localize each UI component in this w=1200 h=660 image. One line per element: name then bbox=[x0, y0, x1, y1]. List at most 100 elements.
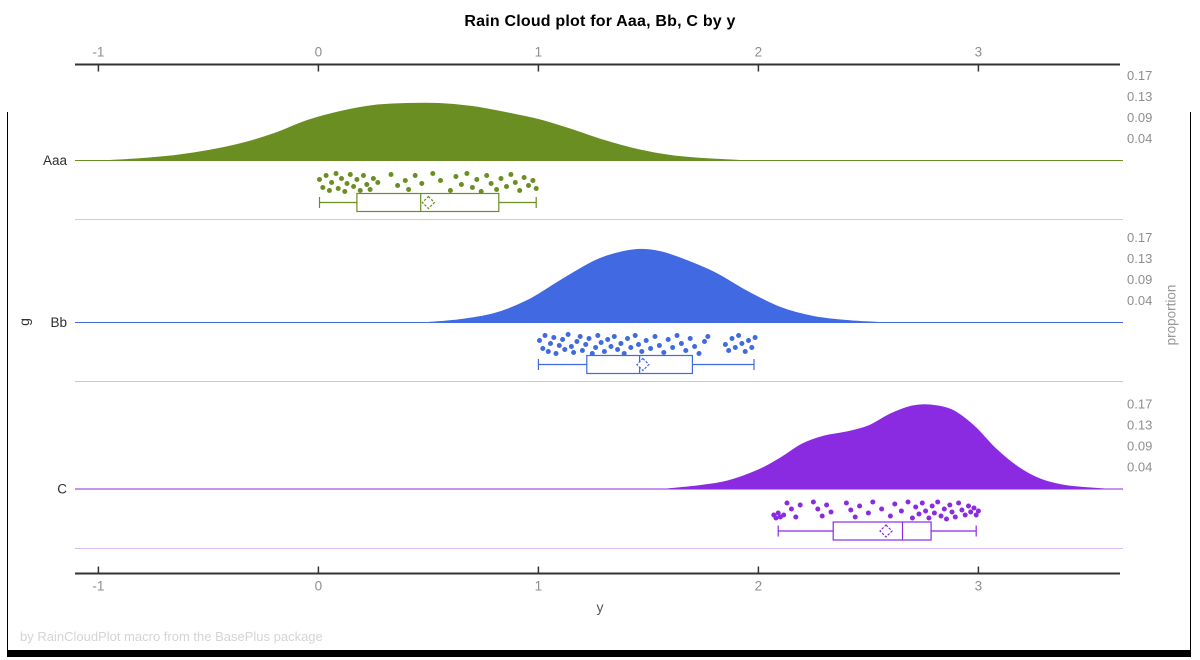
rain-point bbox=[395, 183, 401, 188]
rain-point bbox=[586, 336, 592, 341]
rain-point bbox=[892, 501, 898, 507]
rain-point bbox=[512, 180, 518, 185]
rain-point bbox=[579, 348, 585, 353]
rain-point bbox=[746, 338, 751, 343]
x-tick-label-bottom: 1 bbox=[535, 579, 543, 594]
rain-point bbox=[931, 510, 937, 516]
rain-point bbox=[412, 173, 418, 178]
proportion-tick-label: 0.17 bbox=[1127, 230, 1152, 245]
rain-point bbox=[815, 506, 821, 512]
mean-diamond bbox=[636, 357, 650, 372]
x-tick-label-bottom: 2 bbox=[755, 579, 763, 594]
rain-point bbox=[556, 343, 562, 348]
x-tick-label-bottom: 0 bbox=[315, 579, 323, 594]
rain-point bbox=[732, 345, 738, 350]
rain-point bbox=[784, 500, 790, 506]
rain-point bbox=[601, 349, 607, 354]
rain-point bbox=[887, 513, 893, 519]
x-axis-label: y bbox=[596, 599, 604, 615]
rain-point bbox=[775, 510, 781, 516]
rain-point bbox=[898, 508, 904, 514]
rain-point bbox=[643, 338, 649, 343]
rain-point bbox=[537, 338, 542, 343]
proportion-tick-label: 0.09 bbox=[1127, 272, 1152, 287]
rain-point bbox=[625, 336, 630, 341]
rain-point bbox=[722, 342, 728, 347]
rain-point bbox=[402, 178, 408, 183]
rain-point bbox=[494, 187, 500, 192]
proportion-tick-label: 0.17 bbox=[1127, 68, 1152, 83]
rain-point bbox=[589, 351, 595, 356]
rain-point bbox=[621, 351, 627, 356]
rain-point bbox=[526, 183, 531, 188]
rain-point bbox=[905, 499, 911, 505]
rain-point bbox=[971, 505, 977, 511]
right-axis-label: proportion bbox=[1163, 284, 1179, 346]
rain-point bbox=[375, 180, 381, 185]
rain-point bbox=[935, 499, 941, 505]
rain-point bbox=[670, 345, 676, 350]
rain-point bbox=[749, 345, 755, 350]
rain-point bbox=[317, 177, 322, 182]
rain-point bbox=[923, 508, 929, 514]
rain-point bbox=[548, 341, 553, 346]
rain-point bbox=[726, 348, 732, 353]
rain-point bbox=[361, 173, 366, 178]
rain-point bbox=[865, 510, 871, 516]
rain-point bbox=[571, 350, 577, 355]
proportion-tick-label: 0.09 bbox=[1127, 110, 1152, 125]
rain-point bbox=[357, 188, 363, 193]
proportion-tick-label: 0.13 bbox=[1127, 418, 1152, 433]
rain-point bbox=[966, 503, 971, 509]
rain-point bbox=[351, 184, 357, 189]
rain-point bbox=[562, 347, 568, 352]
rain-point bbox=[949, 509, 955, 515]
rain-point bbox=[636, 342, 641, 347]
rain-point bbox=[843, 500, 849, 506]
rain-point bbox=[919, 500, 925, 506]
rain-point bbox=[326, 188, 332, 193]
rain-point bbox=[320, 185, 326, 190]
rain-point bbox=[909, 515, 915, 521]
proportion-tick-label: 0.09 bbox=[1127, 439, 1152, 454]
rain-point bbox=[521, 175, 527, 180]
proportion-tick-label: 0.17 bbox=[1127, 397, 1152, 412]
rain-point bbox=[342, 189, 348, 194]
group-label-Aaa: Aaa bbox=[43, 153, 68, 168]
rain-point bbox=[370, 176, 376, 181]
x-tick-label-top: 2 bbox=[755, 45, 763, 60]
rain-point bbox=[683, 348, 689, 353]
rain-point bbox=[947, 502, 953, 508]
rain-point bbox=[545, 349, 551, 354]
rain-point bbox=[702, 339, 707, 344]
rain-point bbox=[453, 174, 459, 179]
rain-point bbox=[797, 502, 803, 508]
y-axis-label: g bbox=[16, 318, 32, 326]
rain-point bbox=[742, 349, 748, 354]
rain-point bbox=[364, 182, 370, 187]
rain-point bbox=[344, 181, 350, 186]
rain-point bbox=[615, 347, 621, 352]
mean-diamond bbox=[879, 524, 893, 538]
rain-point bbox=[639, 349, 645, 354]
density-curve-Bb bbox=[428, 248, 880, 323]
rain-point bbox=[926, 515, 932, 521]
rain-point bbox=[583, 342, 589, 347]
rain-point bbox=[916, 511, 922, 517]
proportion-tick-label: 0.13 bbox=[1127, 251, 1152, 266]
rain-point bbox=[508, 172, 514, 177]
rain-point bbox=[560, 337, 566, 342]
proportion-tick-label: 0.04 bbox=[1127, 460, 1152, 475]
rain-point bbox=[913, 504, 919, 510]
rain-point bbox=[406, 187, 412, 192]
rain-point bbox=[819, 513, 825, 519]
rain-point bbox=[739, 341, 745, 346]
rain-point bbox=[788, 506, 794, 512]
rain-point bbox=[648, 346, 654, 351]
x-tick-label-bottom: -1 bbox=[92, 579, 104, 594]
rain-point bbox=[661, 350, 667, 355]
rain-point bbox=[419, 181, 425, 186]
rain-point bbox=[333, 171, 339, 176]
rain-point bbox=[752, 335, 758, 340]
